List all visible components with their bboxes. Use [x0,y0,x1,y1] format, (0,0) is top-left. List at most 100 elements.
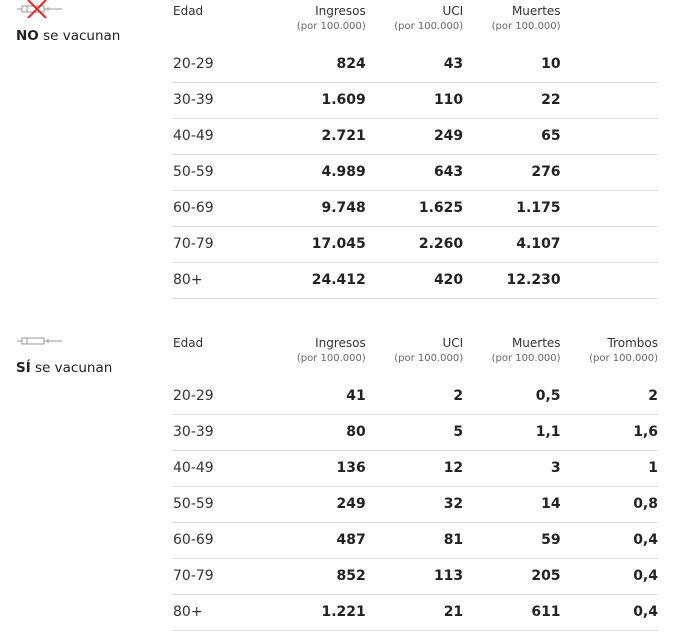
table-row: 30-39 80 5 1,1 1,6 [173,414,658,451]
header-unit: (por 100.000) [394,21,464,32]
ingresos-cell: 2.721 [268,118,366,155]
trombos-cell: 1 [560,450,658,487]
muertes-cell: 22 [463,82,561,119]
table-row: 70-79 852 113 205 0,4 [173,558,658,595]
muertes-cell: 0,5 [463,378,561,415]
muertes-cell: 1,1 [463,414,561,451]
empty-cell [560,154,658,191]
header-unit: (por 100.000) [491,353,561,364]
unvaccinated-table: Edad Ingresos (por 100.000) UCI (por 100.0… [173,0,658,299]
muertes-cell: 3 [463,450,561,487]
section-label: SÍ se vacunan [16,360,113,376]
ingresos-cell: 24.412 [268,262,366,299]
uci-cell: 32 [365,486,464,523]
muertes-cell: 4.107 [463,226,561,263]
table-row: 50-59 249 32 14 0,8 [173,486,658,523]
table-row: 30-39 1.609 110 22 [173,82,658,119]
muertes-cell: 59 [463,522,561,559]
empty-cell [560,118,658,155]
uci-cell: 643 [365,154,464,191]
header-edad: Edad [173,336,204,350]
header-row: Edad Ingresos (por 100.000) UCI (por 100.0… [173,332,658,378]
muertes-cell: 10 [463,46,561,83]
header-ingresos: Ingresos (por 100.000) [268,0,366,46]
ingresos-cell: 824 [268,46,366,83]
header-muertes: Muertes (por 100.000) [463,332,561,378]
uci-cell: 81 [365,522,464,559]
muertes-cell: 276 [463,154,561,191]
ingresos-cell: 487 [268,522,366,559]
table-row: 60-69 9.748 1.625 1.175 [173,190,658,227]
uci-cell: 1.625 [365,190,464,227]
age-cell: 80+ [173,262,269,299]
syringe-crossed-icon [16,0,64,18]
table-row: 80+ 1.221 21 611 0,4 [173,594,658,631]
age-cell: 70-79 [173,558,269,595]
trombos-cell: 0,4 [560,522,658,559]
uci-cell: 113 [365,558,464,595]
uci-cell: 110 [365,82,464,119]
header-ingresos: Ingresos (por 100.000) [268,332,366,378]
uci-cell: 2 [365,378,464,415]
trombos-cell: 0,4 [560,594,658,631]
header-unit: (por 100.000) [394,353,464,364]
header-uci: UCI (por 100.000) [366,332,463,378]
header-uci: UCI (por 100.000) [366,0,463,46]
empty-cell [560,226,658,263]
header-unit: (por 100.000) [296,21,366,32]
uci-cell: 5 [365,414,464,451]
unvaccinated-label-group: NO se vacunan [16,0,166,44]
ingresos-cell: 4.989 [268,154,366,191]
table-row: 40-49 2.721 249 65 [173,118,658,155]
table-row: 50-59 4.989 643 276 [173,154,658,191]
age-cell: 30-39 [173,82,269,119]
ingresos-cell: 41 [268,378,366,415]
empty-cell [560,190,658,227]
uci-cell: 249 [365,118,464,155]
header-empty [561,0,658,46]
header-row: Edad Ingresos (por 100.000) UCI (por 100.0… [173,0,658,46]
muertes-cell: 1.175 [463,190,561,227]
header-trombos: Trombos (por 100.000) [561,332,658,378]
ingresos-cell: 852 [268,558,366,595]
muertes-cell: 12.230 [463,262,561,299]
table-row: 60-69 487 81 59 0,4 [173,522,658,559]
uci-cell: 43 [365,46,464,83]
table-row: 70-79 17.045 2.260 4.107 [173,226,658,263]
age-cell: 50-59 [173,154,269,191]
ingresos-cell: 1.609 [268,82,366,119]
trombos-cell: 2 [560,378,658,415]
ingresos-cell: 249 [268,486,366,523]
table-row: 20-29 824 43 10 [173,46,658,83]
header-edad: Edad [173,4,204,18]
syringe-icon [16,332,64,350]
ingresos-cell: 1.221 [268,594,366,631]
muertes-cell: 14 [463,486,561,523]
header-muertes: Muertes (por 100.000) [463,0,561,46]
vaccinated-label-group: SÍ se vacunan [16,332,166,376]
uci-cell: 2.260 [365,226,464,263]
empty-cell [560,82,658,119]
muertes-cell: 65 [463,118,561,155]
table-row: 40-49 136 12 3 1 [173,450,658,487]
ingresos-cell: 80 [268,414,366,451]
header-unit: (por 100.000) [491,21,561,32]
age-cell: 30-39 [173,414,269,451]
age-cell: 20-29 [173,378,269,415]
muertes-cell: 205 [463,558,561,595]
age-cell: 80+ [173,594,269,631]
trombos-cell: 0,8 [560,486,658,523]
uci-cell: 21 [365,594,464,631]
uci-cell: 420 [365,262,464,299]
section-label: NO se vacunan [16,28,121,44]
ingresos-cell: 17.045 [268,226,366,263]
age-cell: 70-79 [173,226,269,263]
ingresos-cell: 136 [268,450,366,487]
muertes-cell: 611 [463,594,561,631]
ingresos-cell: 9.748 [268,190,366,227]
vaccinated-table: Edad Ingresos (por 100.000) UCI (por 100.0… [173,332,658,631]
trombos-cell: 0,4 [560,558,658,595]
header-unit: (por 100.000) [589,353,658,364]
age-cell: 20-29 [173,46,269,83]
table-row: 80+ 24.412 420 12.230 [173,262,658,299]
